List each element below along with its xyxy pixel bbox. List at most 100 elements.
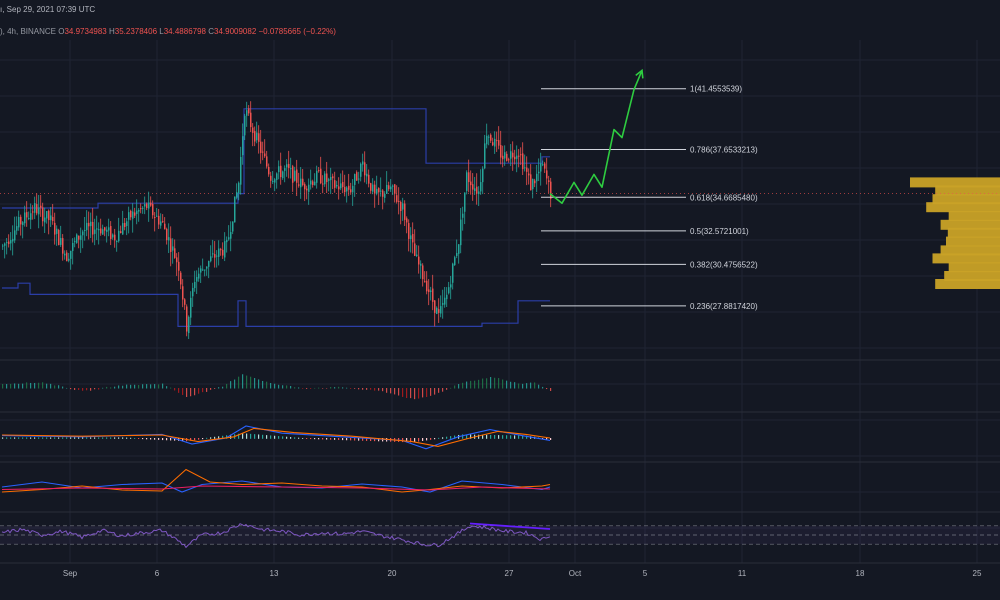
- candle-body: [438, 309, 440, 313]
- candle-body: [204, 269, 206, 271]
- histogram-bar: [326, 388, 328, 389]
- histogram-bar: [514, 382, 516, 389]
- candle-body: [420, 263, 422, 266]
- candle-body: [28, 217, 30, 219]
- macd-histogram-bar: [42, 437, 44, 439]
- histogram-bar: [238, 376, 240, 389]
- candle-body: [418, 256, 420, 265]
- macd-histogram-bar: [214, 436, 216, 439]
- candle-body: [108, 227, 110, 231]
- candle-body: [142, 207, 144, 209]
- candle-body: [146, 203, 148, 209]
- macd-histogram-bar: [154, 438, 156, 440]
- macd-histogram-bar: [510, 435, 512, 439]
- candle-body: [386, 184, 388, 194]
- macd-histogram-bar: [22, 437, 24, 439]
- histogram-bar: [210, 388, 212, 390]
- macd-histogram-bar: [138, 438, 140, 439]
- histogram-bar: [46, 383, 48, 389]
- histogram-bar: [122, 385, 124, 389]
- candle-body: [208, 260, 210, 267]
- histogram-bar: [202, 388, 204, 393]
- candle-body: [58, 230, 60, 246]
- candle-body: [188, 316, 190, 334]
- candle-body: [86, 222, 88, 231]
- macd-histogram-bar: [414, 438, 416, 443]
- histogram-bar: [166, 386, 168, 389]
- macd-histogram-bar: [446, 436, 448, 439]
- histogram-bar: [106, 386, 108, 389]
- rsi-pane: [0, 522, 1000, 549]
- candle-body: [244, 115, 246, 136]
- candle-body: [144, 204, 146, 207]
- histogram-bar: [522, 383, 524, 389]
- candle-body: [6, 242, 8, 244]
- candle-body: [494, 138, 496, 147]
- candle-body: [316, 170, 318, 183]
- histogram-bar: [2, 384, 4, 389]
- histogram-bar: [58, 385, 60, 389]
- candle-body: [172, 246, 174, 251]
- candle-body: [404, 203, 406, 220]
- macd-histogram-bar: [54, 437, 56, 439]
- fib-level-label: 0.236(27.8817420): [690, 302, 758, 311]
- histogram-bar: [386, 388, 388, 393]
- fib-level-label: 0.382(30.4756522): [690, 260, 758, 269]
- macd-histogram-bar: [198, 438, 200, 440]
- histogram-bar: [14, 383, 16, 389]
- candle-body: [550, 181, 552, 199]
- histogram-bar: [466, 381, 468, 389]
- histogram-bar: [22, 383, 24, 389]
- histogram-bar: [406, 388, 408, 399]
- histogram-pane: [2, 374, 552, 400]
- fib-level-label: 0.786(37.6533213): [690, 146, 758, 155]
- histogram-bar: [266, 381, 268, 389]
- candle-body: [430, 290, 432, 292]
- candle-body: [190, 297, 192, 318]
- time-axis-label: 5: [643, 569, 648, 578]
- candle-body: [426, 280, 428, 292]
- macd-histogram-bar: [190, 438, 192, 441]
- volume-profile-bar: [910, 177, 1000, 188]
- macd-histogram-bar: [342, 438, 344, 441]
- macd-histogram-bar: [74, 437, 76, 439]
- candle-body: [524, 167, 526, 169]
- macd-histogram-bar: [454, 435, 456, 439]
- candle-body: [458, 244, 460, 254]
- time-axis-label: 25: [973, 569, 982, 578]
- candle-body: [68, 258, 70, 261]
- candle-body: [280, 165, 282, 178]
- candle-body: [436, 307, 438, 314]
- candle-body: [52, 216, 54, 221]
- candle-body: [384, 193, 386, 198]
- candle-body: [18, 217, 20, 228]
- candle-body: [154, 217, 156, 219]
- histogram-bar: [518, 383, 520, 389]
- candle-body: [66, 252, 68, 262]
- candle-body: [510, 151, 512, 159]
- candle-body: [120, 231, 122, 233]
- macd-histogram-bar: [438, 437, 440, 439]
- macd-histogram-bar: [70, 437, 72, 439]
- candle-body: [392, 185, 394, 187]
- macd-histogram-bar: [246, 433, 248, 439]
- histogram-bar: [450, 387, 452, 389]
- macd-histogram-bar: [418, 438, 420, 442]
- volume-profile-bar: [935, 185, 1000, 196]
- candle-body: [64, 253, 66, 256]
- candle-body: [92, 221, 94, 235]
- candle-body: [344, 186, 346, 193]
- histogram-bar: [54, 385, 56, 389]
- macd-histogram-bar: [210, 437, 212, 439]
- grid: [0, 40, 1000, 564]
- volume-profile-bar: [932, 194, 1000, 205]
- candle-body: [12, 238, 14, 242]
- candle-body: [318, 170, 320, 172]
- histogram-bar: [30, 382, 32, 389]
- candle-body: [136, 210, 138, 215]
- histogram-bar: [206, 388, 208, 392]
- histogram-bar: [194, 388, 196, 396]
- macd-histogram-bar: [346, 438, 348, 441]
- candle-body: [302, 178, 304, 186]
